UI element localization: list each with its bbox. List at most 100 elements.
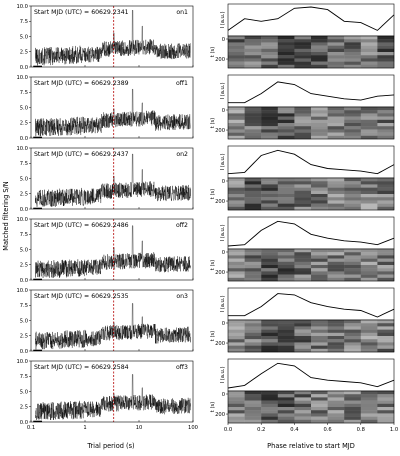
heatmap-cell <box>294 64 312 69</box>
heatmap-cell <box>244 206 262 211</box>
heatmap-cell <box>261 410 278 414</box>
heatmap-cell <box>311 261 328 266</box>
heatmap-cell <box>277 129 295 133</box>
heatmap-cell <box>244 119 262 124</box>
heatmap-cell <box>261 123 278 127</box>
heatmap-cell <box>344 184 361 188</box>
heatmap-frame <box>227 177 395 211</box>
heatmap-cell <box>228 394 245 398</box>
heatmap-cell <box>294 39 312 43</box>
heatmap-cell <box>261 36 278 40</box>
profile-panel-2: I (a.u.) t (s) 0 200 <box>210 74 395 140</box>
heatmap-cell <box>344 200 361 204</box>
heatmap-cell <box>360 194 378 198</box>
heatmap-cell <box>277 394 295 398</box>
heatmap-cell <box>360 64 378 69</box>
heatmap-cell <box>360 52 378 56</box>
heatmap-cell <box>311 407 328 411</box>
heatmap-cell <box>261 416 278 420</box>
heatmap-cell <box>244 187 262 191</box>
heatmap-cell <box>244 268 262 272</box>
heatmap-cell <box>311 187 328 191</box>
heatmap-cell <box>277 339 295 343</box>
heatmap-cell <box>344 126 361 130</box>
heatmap-cell <box>377 342 395 346</box>
heatmap-cell <box>327 42 345 46</box>
heatmap-cell <box>344 48 361 53</box>
heatmap-cell <box>244 345 262 349</box>
left-ylabel: Matched filtering S/N <box>2 181 10 250</box>
heatmap-cell <box>228 55 245 59</box>
heatmap-cell <box>360 203 378 207</box>
heatmap-cell <box>228 181 245 185</box>
heatmap-cell <box>327 39 345 43</box>
heatmap-cell <box>244 107 262 111</box>
heatmap-cell <box>360 249 378 253</box>
heatmap-cell <box>344 271 361 275</box>
periodogram-panel-4: 0.0 2.5 5.0 7.5 10.0 Start MJD (UTC) = 60629.… <box>16 217 194 284</box>
heatmap-cell <box>327 332 345 337</box>
heatmap-cell <box>377 274 395 278</box>
profile-ylabel: I (a.u.) <box>220 367 226 384</box>
heatmap-cell <box>228 348 245 353</box>
heatmap-cell <box>277 119 295 124</box>
heatmap-cell <box>311 113 328 117</box>
heatmap-cell <box>228 116 245 120</box>
heatmap-cell <box>228 391 245 395</box>
heatmap-cell <box>327 268 345 272</box>
heatmap-cell <box>360 265 378 269</box>
heatmap-cell <box>228 274 245 278</box>
pulse-profile-line <box>227 220 395 247</box>
heatmap-cell <box>377 261 395 266</box>
heatmap-cell <box>311 416 328 420</box>
heatmap-cell <box>277 132 295 136</box>
heatmap-cell <box>228 129 245 133</box>
heatmap-cell <box>311 36 328 40</box>
heatmap-cell <box>294 274 312 278</box>
heatmap-cell <box>377 64 395 69</box>
heatmap-cell <box>228 400 245 404</box>
heatmap-cell <box>244 403 262 408</box>
heatmap-cell <box>244 135 262 140</box>
heatmap-cell <box>360 416 378 420</box>
y-tick-label: 2.5 <box>20 263 28 269</box>
heatmap-cell <box>261 52 278 56</box>
heatmap-cell <box>377 407 395 411</box>
segment-tag: off3 <box>176 364 188 371</box>
heatmap-cell <box>277 39 295 43</box>
phase-time-heatmap <box>228 107 395 140</box>
heatmap-cell <box>228 326 245 330</box>
phase-time-heatmap <box>228 391 395 424</box>
heatmap-cell <box>311 403 328 408</box>
heatmap-cell <box>344 181 361 185</box>
heatmap-cell <box>244 265 262 269</box>
y-tick-label: 5.0 <box>20 105 28 111</box>
y-tick-label: 2.5 <box>20 192 28 198</box>
heatmap-cell <box>344 326 361 330</box>
heatmap-cell <box>244 39 262 43</box>
heatmap-cell <box>228 42 245 46</box>
heatmap-cell <box>377 323 395 327</box>
y-tick-label: 10.0 <box>16 4 28 10</box>
y-tick-label: 10.0 <box>16 288 28 294</box>
heatmap-cell <box>311 126 328 130</box>
heatmap-cell <box>244 332 262 337</box>
periodogram-panel-3: 0.0 2.5 5.0 7.5 10.0 Start MJD (UTC) = 60629.… <box>16 146 194 213</box>
heatmap-cell <box>360 55 378 59</box>
heatmap-cell <box>277 400 295 404</box>
heatmap-cell <box>311 55 328 59</box>
y-tick-label: 0.0 <box>20 420 28 426</box>
heatmap-cell <box>244 42 262 46</box>
heatmap-cell <box>294 129 312 133</box>
heatmap-cell <box>294 271 312 275</box>
heatmap-frame <box>227 35 395 69</box>
heatmap-cell <box>311 184 328 188</box>
heatmap-cell <box>261 345 278 349</box>
heatmap-cell <box>360 184 378 188</box>
heatmap-cell <box>344 135 361 140</box>
heatmap-cell <box>311 129 328 133</box>
heatmap-cell <box>360 320 378 324</box>
heatmap-cell <box>377 419 395 424</box>
heatmap-cell <box>228 197 245 201</box>
heatmap-cell <box>277 107 295 111</box>
